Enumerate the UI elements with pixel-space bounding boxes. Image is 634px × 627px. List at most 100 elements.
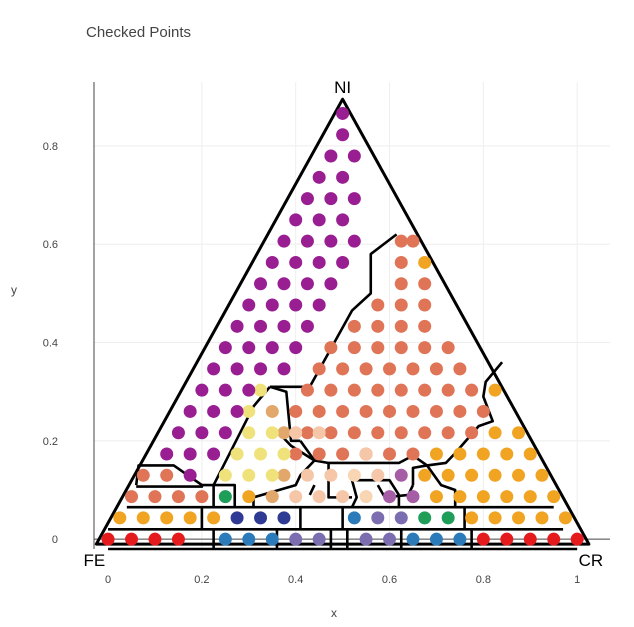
data-point	[488, 426, 502, 440]
data-point	[183, 511, 197, 525]
data-point	[230, 447, 244, 461]
boundary-line	[269, 385, 301, 443]
data-point	[265, 532, 279, 546]
data-point	[383, 532, 397, 546]
data-point	[265, 426, 279, 440]
data-point	[476, 404, 490, 418]
data-point	[406, 490, 420, 504]
data-point	[265, 404, 279, 418]
data-point	[347, 383, 361, 397]
data-points	[101, 106, 584, 546]
data-point	[371, 341, 385, 355]
data-point	[254, 319, 268, 333]
data-point	[218, 468, 232, 482]
boundary-line	[376, 484, 415, 499]
data-point	[394, 234, 408, 248]
data-point	[207, 511, 221, 525]
data-point	[359, 404, 373, 418]
data-point	[183, 404, 197, 418]
data-point	[336, 447, 350, 461]
data-point	[242, 341, 256, 355]
data-point	[324, 426, 338, 440]
data-point	[512, 426, 526, 440]
data-point	[218, 532, 232, 546]
data-point	[441, 383, 455, 397]
data-point	[418, 277, 432, 291]
x-tick-label: 0	[105, 574, 111, 586]
data-point	[242, 532, 256, 546]
data-point	[230, 511, 244, 525]
data-point	[441, 426, 455, 440]
data-point	[148, 532, 162, 546]
data-point	[500, 532, 514, 546]
data-point	[324, 234, 338, 248]
x-tick-label: 0.4	[288, 574, 303, 586]
x-tick-label: 1	[574, 574, 580, 586]
data-point	[453, 532, 467, 546]
x-axis-label: x	[331, 606, 337, 620]
data-point	[300, 468, 314, 482]
data-point	[488, 383, 502, 397]
data-point	[289, 255, 303, 269]
data-point	[465, 511, 479, 525]
data-point	[277, 319, 291, 333]
data-point	[429, 447, 443, 461]
data-point	[465, 383, 479, 397]
boundary-line	[213, 483, 237, 508]
ternary-outline	[94, 97, 591, 546]
data-point	[347, 426, 361, 440]
data-point	[476, 532, 490, 546]
data-point	[160, 447, 174, 461]
data-point	[371, 319, 385, 333]
data-point	[277, 277, 291, 291]
data-point	[160, 511, 174, 525]
data-point	[512, 511, 526, 525]
data-point	[429, 490, 443, 504]
data-point	[254, 511, 268, 525]
data-point	[242, 426, 256, 440]
data-point	[312, 213, 326, 227]
data-point	[347, 341, 361, 355]
data-point	[265, 255, 279, 269]
data-point	[441, 468, 455, 482]
vertex-label-left: FE	[83, 551, 105, 570]
data-point	[418, 298, 432, 312]
boundary-line	[411, 464, 428, 486]
data-point	[230, 362, 244, 376]
data-point	[113, 511, 127, 525]
data-point	[465, 426, 479, 440]
vertex-label-top: NI	[334, 78, 351, 97]
x-tick-label: 0.6	[382, 574, 397, 586]
data-point	[418, 383, 432, 397]
data-point	[218, 383, 232, 397]
data-point	[347, 319, 361, 333]
data-point	[535, 511, 549, 525]
data-point	[336, 170, 350, 184]
data-point	[265, 490, 279, 504]
data-point	[394, 298, 408, 312]
data-point	[277, 468, 291, 482]
data-point	[488, 511, 502, 525]
data-point	[383, 404, 397, 418]
y-tick-label: 0.6	[43, 239, 58, 251]
data-point	[289, 447, 303, 461]
data-point	[300, 319, 314, 333]
data-point	[183, 468, 197, 482]
data-point	[465, 468, 479, 482]
y-tick-label: 0.8	[43, 141, 58, 153]
data-point	[394, 341, 408, 355]
data-point	[265, 341, 279, 355]
data-point	[476, 490, 490, 504]
data-point	[195, 426, 209, 440]
x-tick-label: 0.8	[476, 574, 491, 586]
boundary-line	[308, 484, 316, 496]
data-point	[312, 404, 326, 418]
data-point	[453, 490, 467, 504]
data-point	[394, 468, 408, 482]
data-point	[183, 447, 197, 461]
data-point	[512, 468, 526, 482]
data-point	[312, 532, 326, 546]
data-point	[359, 447, 373, 461]
data-point	[371, 383, 385, 397]
data-point	[418, 426, 432, 440]
